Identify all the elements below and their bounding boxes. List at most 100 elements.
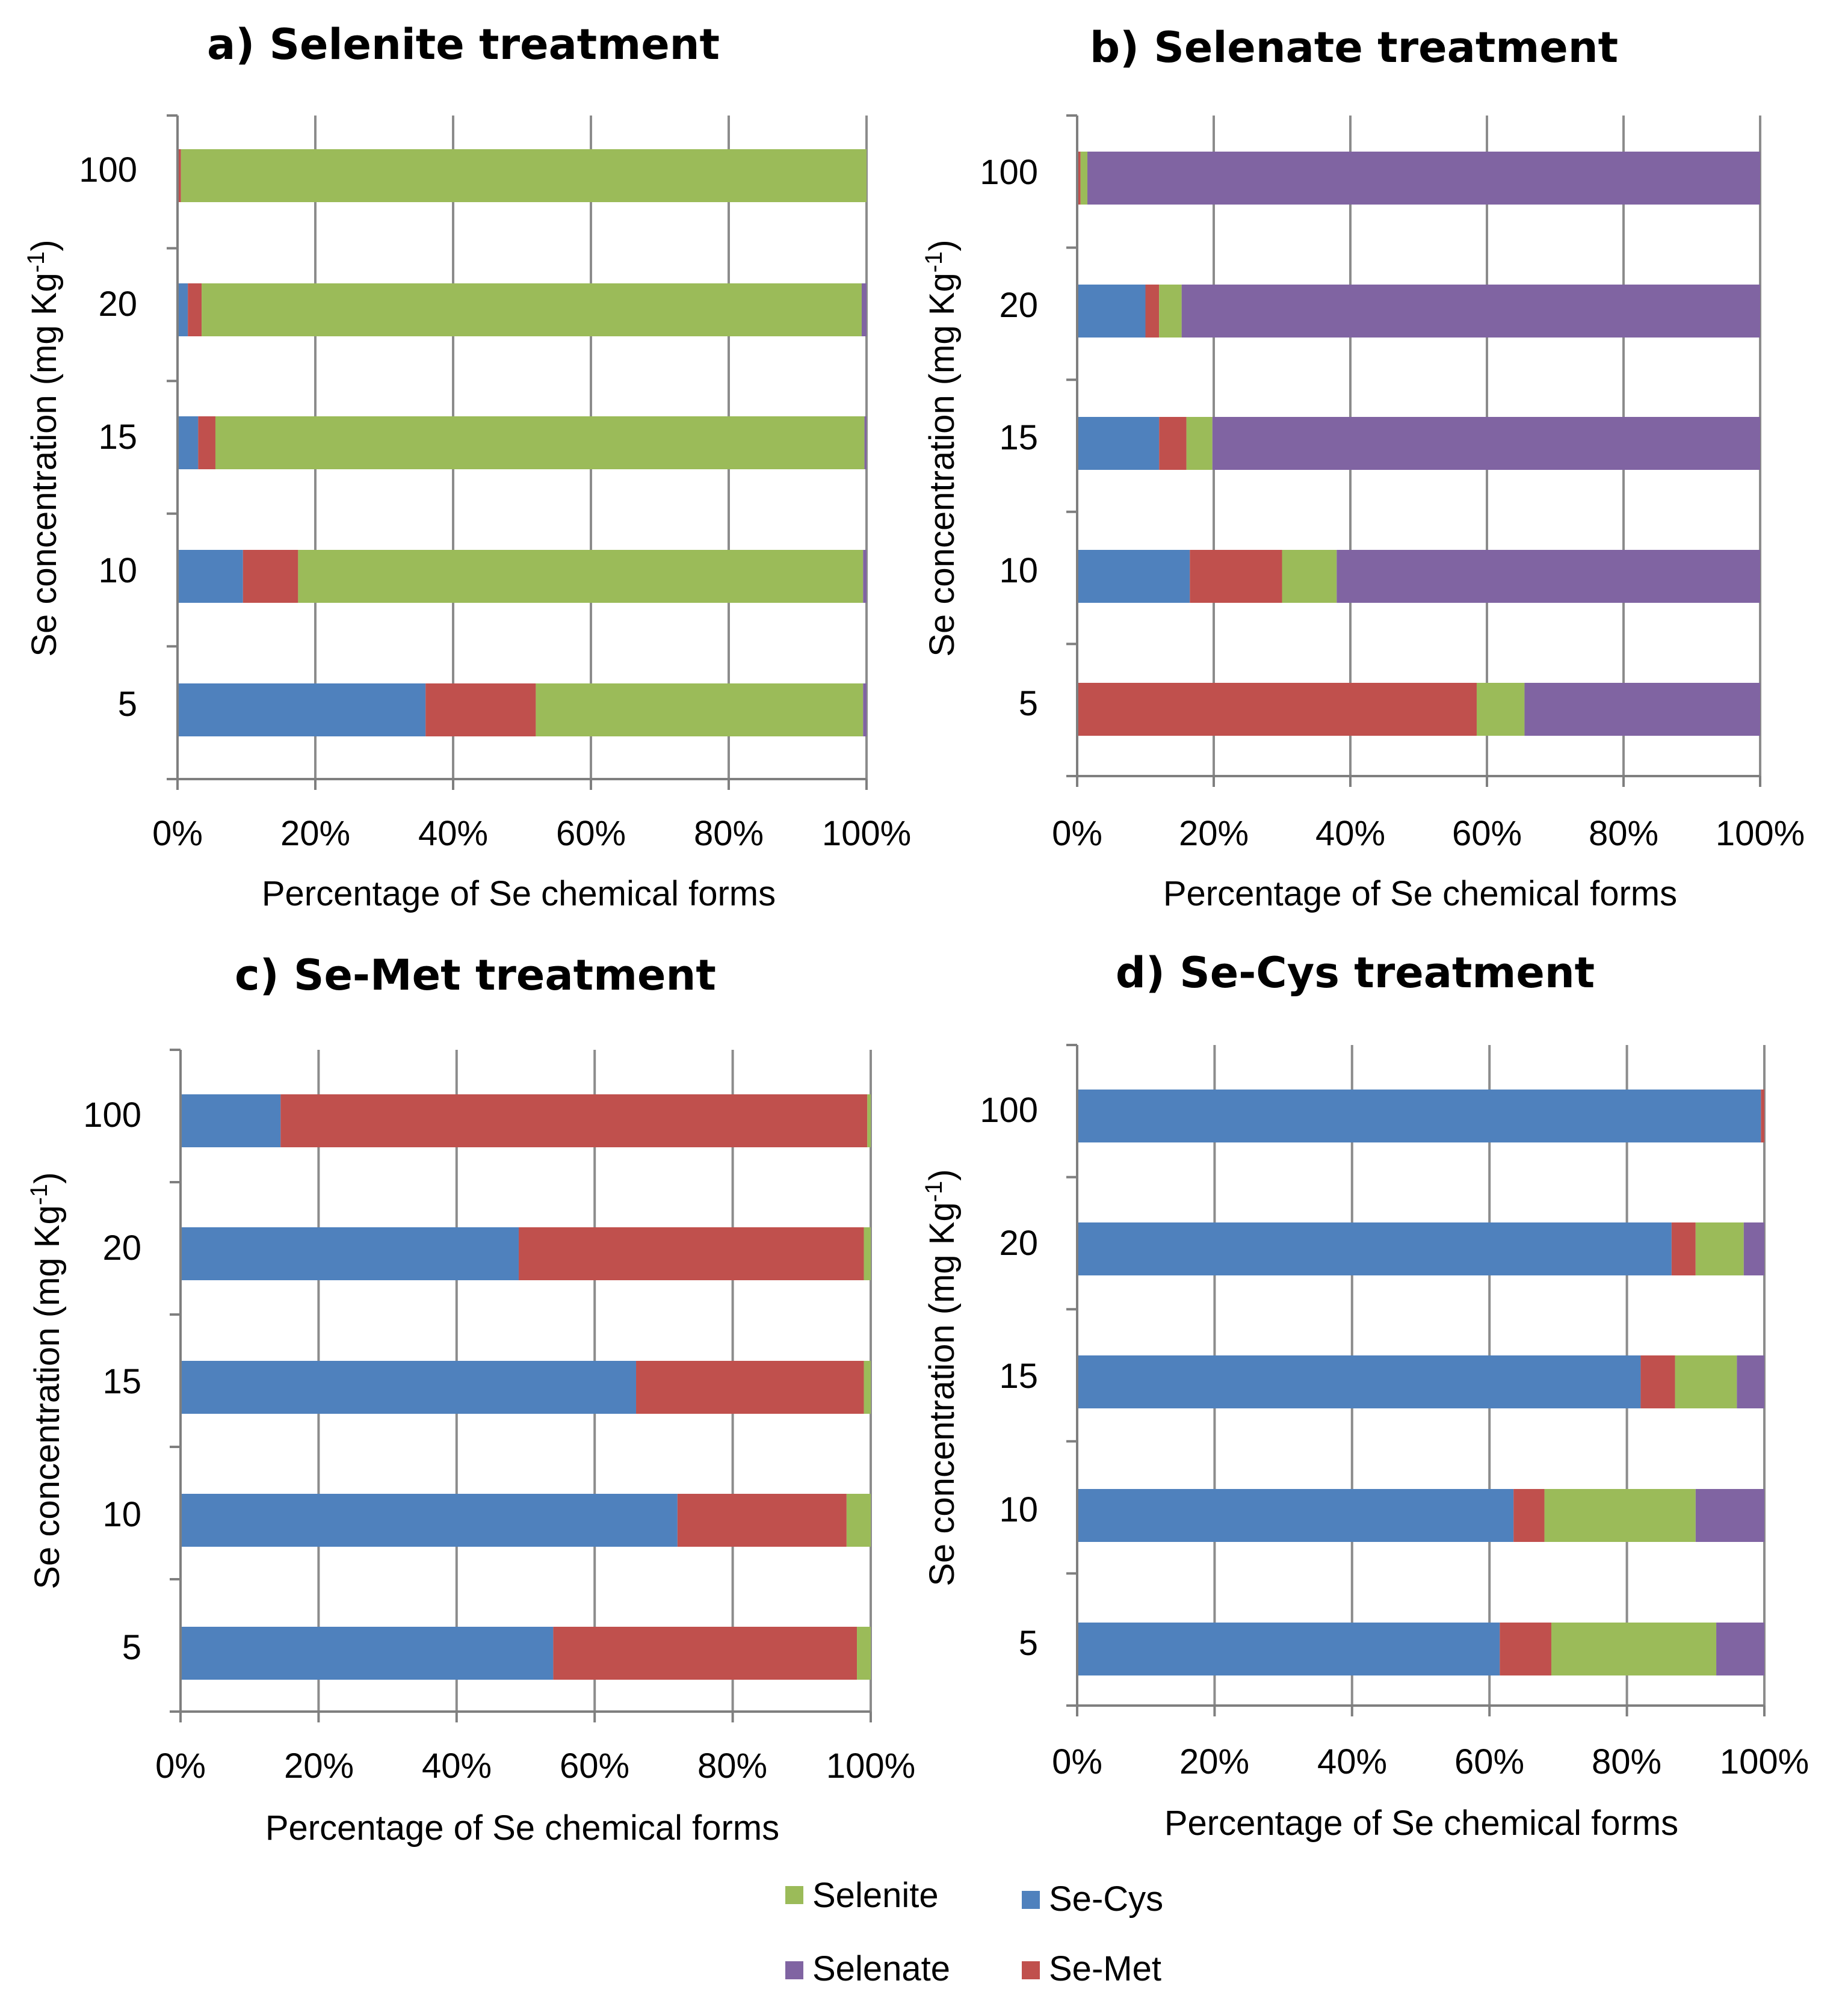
category-labels: 100 20 15 10 5 xyxy=(79,150,137,724)
chart-title: b) Selenate treatment xyxy=(1090,23,1618,72)
bar-segment-selenite-20 xyxy=(202,283,862,336)
bar-segment-selenite-5 xyxy=(1551,1623,1717,1675)
panel-c-se-met-treatment: c) Se-Met treatment 100 20 15 10 5 0% 20… xyxy=(26,951,915,1848)
bars xyxy=(1077,1090,1764,1675)
category-label: 15 xyxy=(999,1357,1038,1396)
bar-segment-se-cys-20 xyxy=(181,1227,519,1280)
bar-segment-se-cys-20 xyxy=(178,283,188,336)
category-label: 10 xyxy=(102,1495,141,1534)
x-tick-label: 40% xyxy=(1317,1742,1387,1781)
x-axis-label: Percentage of Se chemical forms xyxy=(1163,874,1677,913)
axes xyxy=(170,1049,872,1722)
panel-b-selenate-treatment: b) Selenate treatment 100 20 15 10 5 0% … xyxy=(921,23,1805,913)
bar-segment-selenite-15 xyxy=(864,1361,871,1414)
bar-segment-selenate-10 xyxy=(1695,1489,1764,1542)
bar-segment-se-cys-100 xyxy=(181,1094,281,1147)
category-label: 100 xyxy=(79,150,137,190)
x-tick-label: 0% xyxy=(1052,814,1102,853)
bar-segment-se-met-10 xyxy=(1190,550,1282,603)
x-tick-label: 60% xyxy=(560,1746,629,1786)
bar-segment-se-cys-10 xyxy=(1077,550,1190,603)
legend-label-selenate: Selenate xyxy=(812,1949,950,1988)
bar-segment-se-met-100 xyxy=(1077,152,1081,205)
bar-segment-se-cys-5 xyxy=(181,1627,554,1680)
x-tick-label: 100% xyxy=(826,1746,915,1786)
chart-title: d) Se-Cys treatment xyxy=(1116,948,1595,997)
bar-segment-selenate-5 xyxy=(863,683,867,736)
x-tick-label: 60% xyxy=(556,814,626,853)
legend-swatch-se-met xyxy=(1022,1961,1040,1979)
category-label: 15 xyxy=(98,418,137,457)
bar-segment-selenite-100 xyxy=(1080,152,1088,205)
category-label: 20 xyxy=(98,285,137,324)
category-label: 5 xyxy=(1019,684,1038,723)
panel-a-selenite-treatment: a) Selenite treatment 100 20 15 10 5 0% … xyxy=(23,20,911,913)
x-tick-label: 20% xyxy=(1179,1742,1249,1781)
bars xyxy=(181,1094,871,1680)
bar-segment-selenate-15 xyxy=(864,416,867,469)
category-label: 5 xyxy=(118,685,137,724)
x-axis-label: Percentage of Se chemical forms xyxy=(262,874,776,913)
legend: Selenite Se-Cys Selenate Se-Met xyxy=(785,1876,1163,1988)
bar-segment-selenite-5 xyxy=(857,1627,871,1680)
x-tick-label: 80% xyxy=(1592,1742,1661,1781)
bar-segment-se-cys-5 xyxy=(1077,1623,1500,1675)
x-tick-label: 80% xyxy=(694,814,764,853)
category-label: 10 xyxy=(98,551,137,590)
x-tick-label: 0% xyxy=(155,1746,206,1786)
category-labels: 100 20 15 10 5 xyxy=(83,1096,141,1667)
bar-segment-se-cys-20 xyxy=(1077,1222,1672,1275)
legend-label-se-cys: Se-Cys xyxy=(1049,1879,1163,1919)
category-label: 100 xyxy=(83,1096,141,1135)
x-tick-label: 0% xyxy=(152,814,203,853)
category-labels: 100 20 15 10 5 xyxy=(980,153,1038,723)
legend-swatch-selenate xyxy=(785,1961,803,1979)
bar-segment-se-met-100 xyxy=(1761,1090,1764,1142)
bar-segment-se-met-5 xyxy=(1077,683,1477,736)
bar-segment-se-cys-15 xyxy=(178,416,199,469)
bar-segment-se-met-15 xyxy=(1640,1355,1675,1408)
chart-title: a) Selenite treatment xyxy=(207,20,720,69)
x-tick-label: 100% xyxy=(1716,814,1805,853)
x-tick-label: 80% xyxy=(697,1746,767,1786)
bar-segment-selenate-15 xyxy=(1737,1355,1764,1408)
x-tick-label: 20% xyxy=(280,814,350,853)
bar-segment-se-cys-5 xyxy=(178,683,426,736)
x-tick-label: 0% xyxy=(1052,1742,1102,1781)
x-tick-label: 40% xyxy=(1315,814,1385,853)
legend-label-selenite: Selenite xyxy=(812,1876,939,1915)
x-tick-label: 40% xyxy=(418,814,488,853)
x-tick-label: 80% xyxy=(1589,814,1658,853)
y-axis-label: Se concentration (mg Kg-1) xyxy=(921,239,962,656)
bar-segment-se-met-15 xyxy=(1159,417,1187,470)
bar-segment-se-met-20 xyxy=(519,1227,864,1280)
bar-segment-selenite-10 xyxy=(298,550,864,603)
bar-segment-se-cys-15 xyxy=(1077,417,1160,470)
axes xyxy=(167,114,868,790)
bar-segment-selenite-10 xyxy=(1544,1489,1696,1542)
panel-d-se-cys-treatment: d) Se-Cys treatment 100 20 15 10 5 0% 20… xyxy=(921,948,1809,1843)
bar-segment-se-met-5 xyxy=(553,1627,858,1680)
bar-segment-selenate-5 xyxy=(1716,1623,1764,1675)
x-tick-label: 60% xyxy=(1452,814,1522,853)
bars xyxy=(178,149,867,736)
chart-title: c) Se-Met treatment xyxy=(235,951,716,1000)
category-label: 10 xyxy=(999,551,1038,590)
bar-segment-selenate-15 xyxy=(1212,417,1760,470)
category-label: 20 xyxy=(999,1224,1038,1263)
bar-segment-se-met-5 xyxy=(1500,1623,1551,1675)
bars xyxy=(1077,152,1760,736)
x-tick-labels: 0% 20% 40% 60% 80% 100% xyxy=(155,1746,915,1786)
bar-segment-selenate-10 xyxy=(1337,550,1760,603)
bar-segment-selenite-10 xyxy=(1282,550,1337,603)
axes xyxy=(1066,1044,1766,1716)
bar-segment-selenite-20 xyxy=(864,1227,871,1280)
bar-segment-selenate-100 xyxy=(1087,152,1760,205)
bar-segment-selenite-20 xyxy=(1159,285,1182,338)
bar-segment-selenate-5 xyxy=(1524,683,1760,736)
bar-segment-se-cys-20 xyxy=(1077,285,1146,338)
bar-segment-selenite-15 xyxy=(1186,417,1213,470)
x-tick-label: 40% xyxy=(422,1746,492,1786)
bar-segment-se-met-10 xyxy=(1513,1489,1545,1542)
x-tick-labels: 0% 20% 40% 60% 80% 100% xyxy=(1052,1742,1809,1781)
